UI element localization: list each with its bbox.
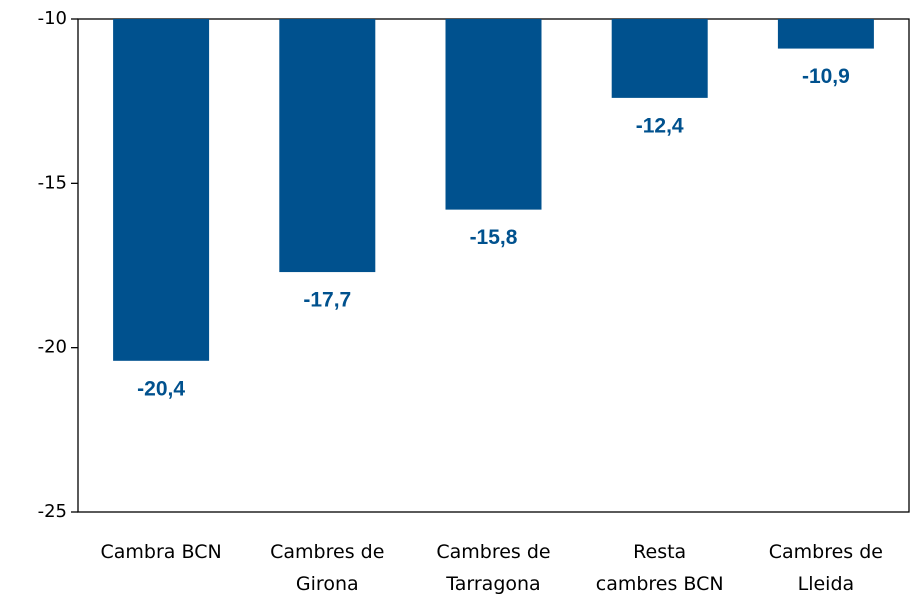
x-tick-label: Cambres de Girona	[270, 541, 385, 595]
bar	[611, 19, 708, 98]
y-tick-label: -20	[38, 337, 67, 358]
value-label: -17,7	[303, 289, 351, 312]
value-label: -10,9	[802, 65, 850, 88]
bar	[777, 19, 874, 49]
x-tick-label: Cambra BCN	[100, 541, 222, 563]
y-tick-label: -25	[38, 501, 67, 522]
value-label: -20,4	[137, 377, 185, 400]
x-tick-label: Cambres de Lleida	[768, 541, 884, 595]
x-tick-label: Cambres de Tarragona	[436, 541, 551, 595]
value-label: -15,8	[470, 226, 518, 249]
bar	[445, 19, 542, 210]
value-label: -12,4	[636, 114, 684, 137]
x-tick-label: Resta cambres BCN	[595, 541, 724, 595]
y-tick-label: -15	[38, 172, 67, 193]
y-tick-label: -10	[38, 8, 67, 29]
bar	[279, 19, 376, 273]
bar	[113, 19, 210, 361]
